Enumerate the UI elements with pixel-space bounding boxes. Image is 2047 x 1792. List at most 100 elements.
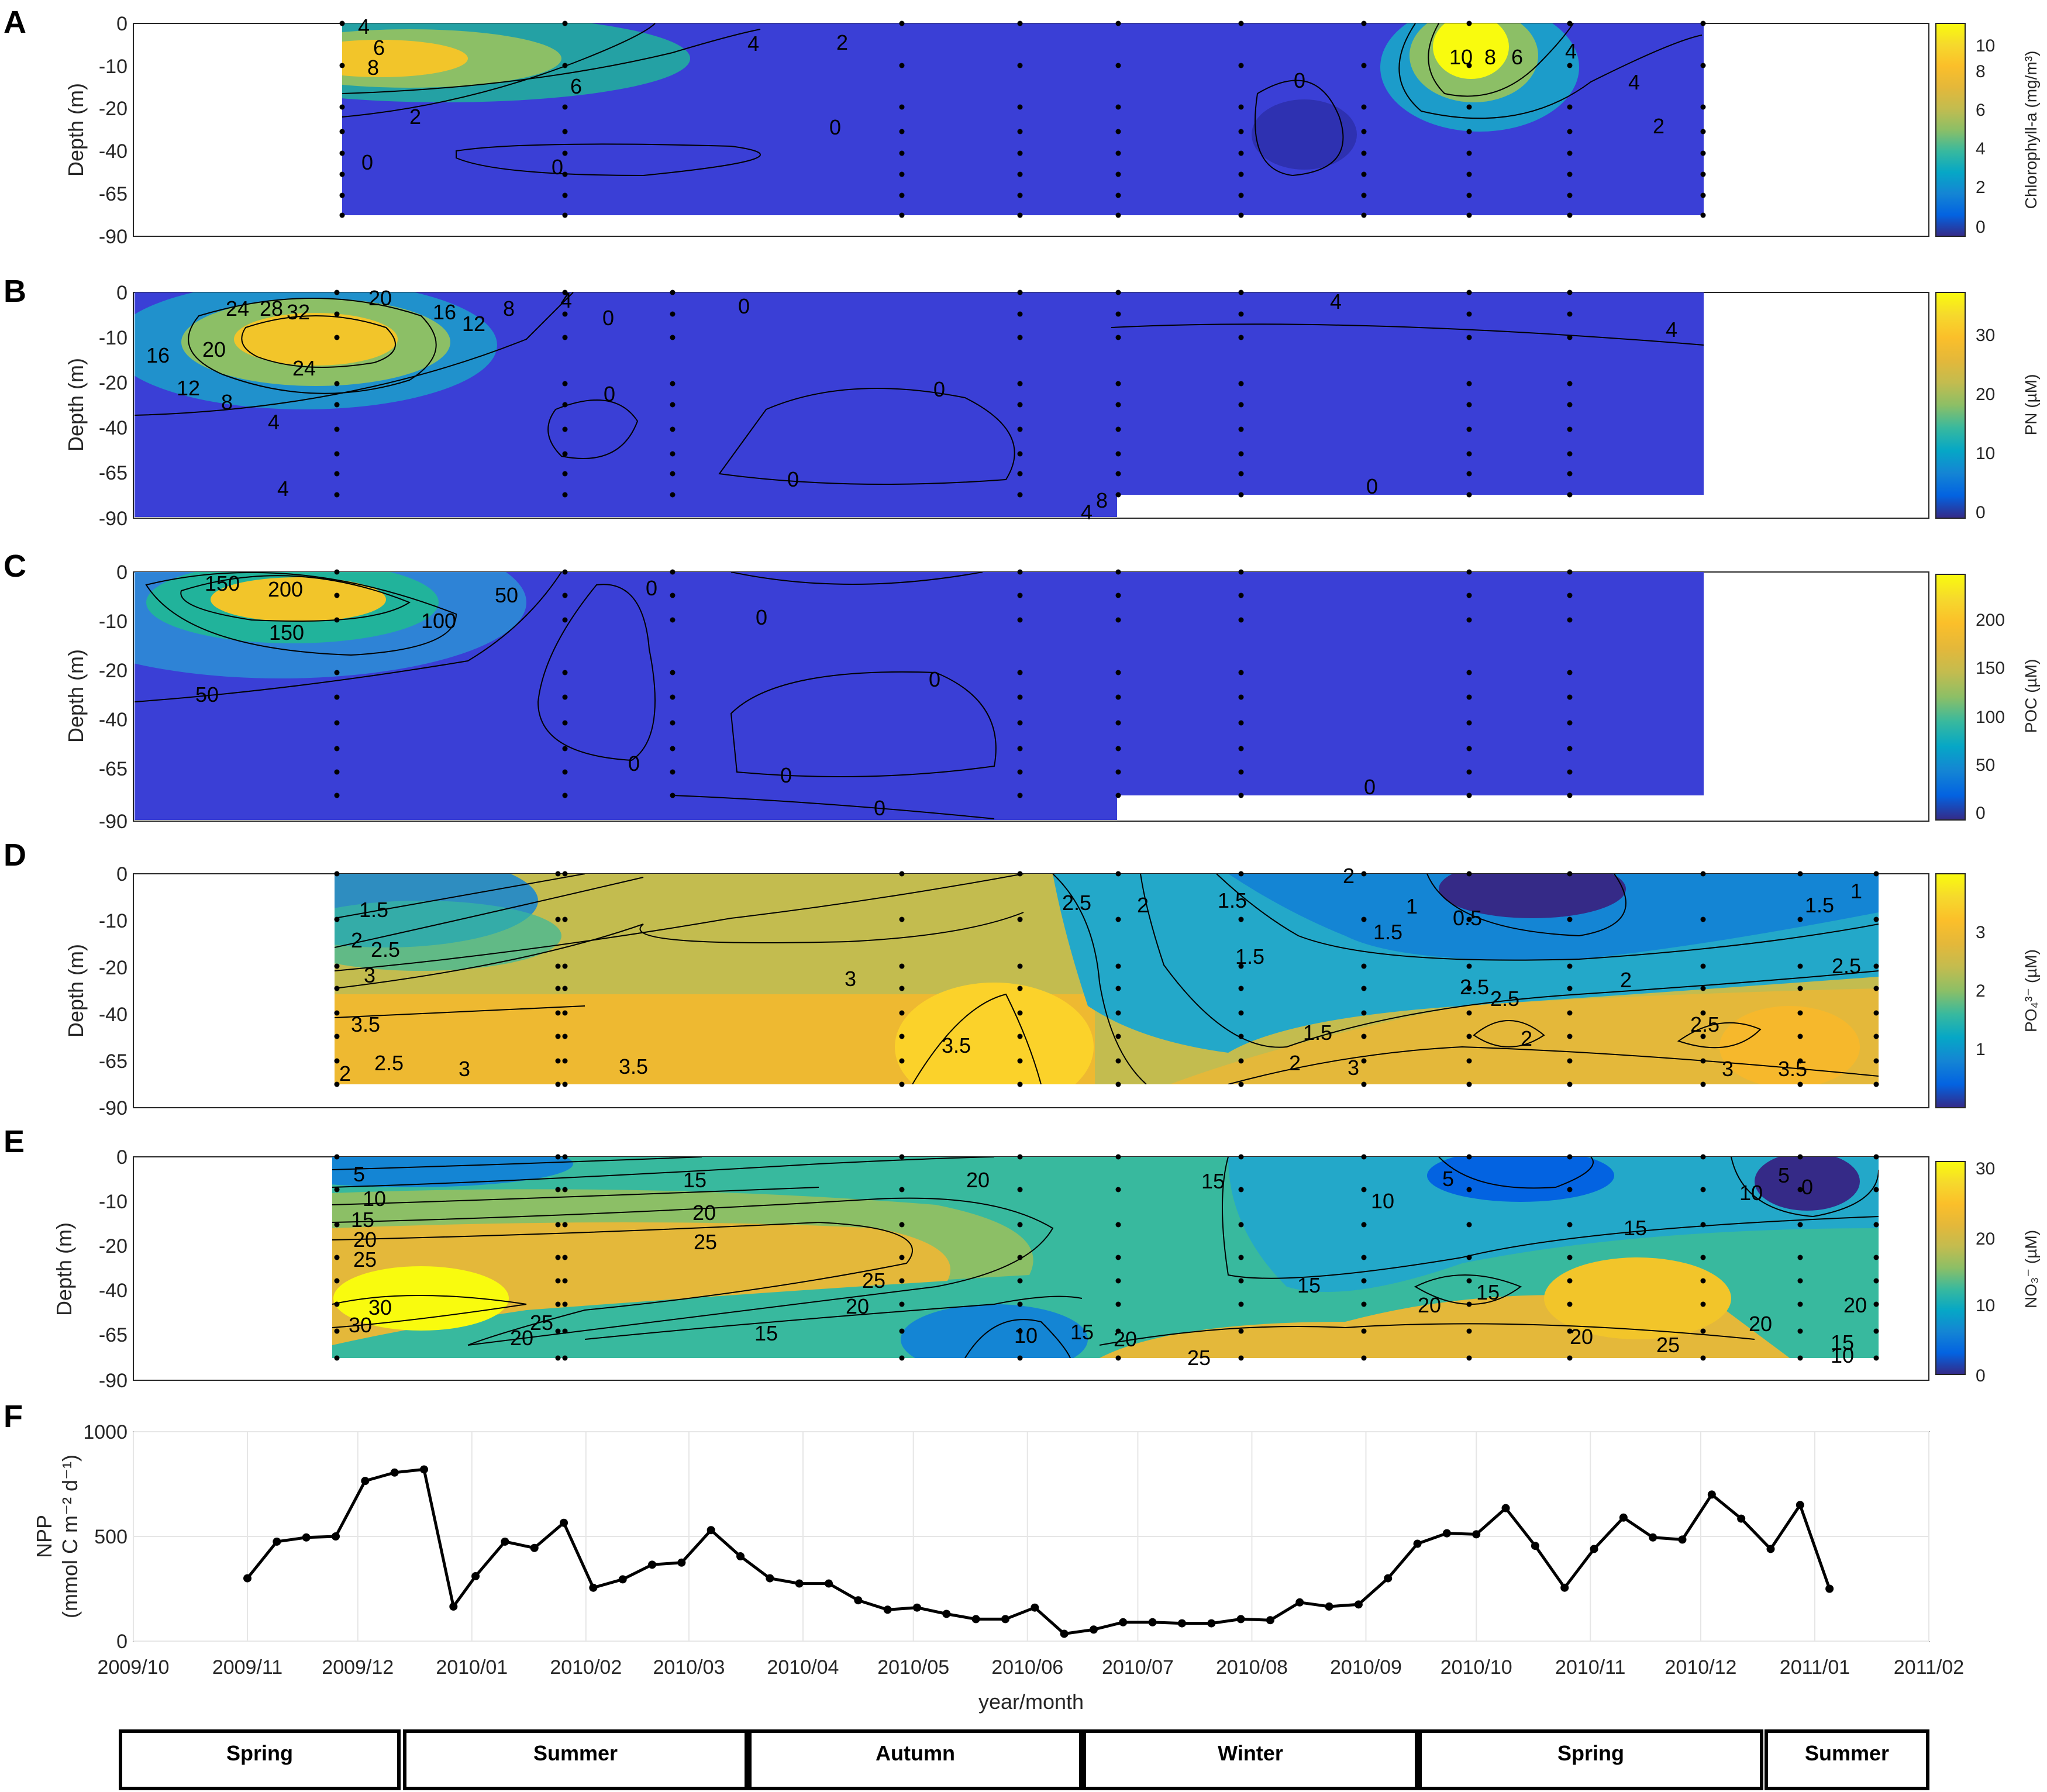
station-dot — [339, 63, 345, 68]
station-dot — [899, 129, 905, 135]
station-dot — [1238, 1058, 1244, 1064]
station-dot — [562, 1355, 568, 1361]
contour-label: 50 — [495, 583, 518, 607]
station-dot — [1361, 963, 1367, 969]
station-dot — [1567, 381, 1573, 387]
station-dot — [1567, 1328, 1573, 1334]
station-dot — [1017, 426, 1023, 432]
station-dot — [339, 171, 345, 177]
station-dot — [1017, 471, 1023, 477]
contour-b-1 — [188, 298, 437, 394]
station-dot — [670, 569, 676, 575]
station-dot — [1567, 1255, 1573, 1260]
station-dot — [555, 1222, 561, 1228]
station-dot — [1466, 402, 1472, 408]
station-dot — [1361, 1010, 1367, 1016]
station-dot — [562, 1222, 568, 1228]
npp-point — [971, 1615, 980, 1624]
contour-label: 4 — [277, 477, 289, 501]
contour-label: 3 — [845, 967, 856, 991]
station-dot — [334, 746, 340, 752]
station-dot — [1567, 1355, 1573, 1361]
contour-label: 16 — [433, 300, 456, 324]
station-dot — [1017, 335, 1023, 340]
y-tick-label: -65 — [99, 183, 127, 205]
station-dot — [1238, 963, 1244, 969]
station-dot — [1797, 916, 1803, 922]
station-dot — [1700, 1328, 1706, 1334]
station-dot — [555, 1255, 561, 1260]
contour-label: 15 — [1831, 1331, 1854, 1355]
colorbar-tick-label: 30 — [1976, 326, 1995, 345]
station-dot — [670, 402, 676, 408]
station-dot — [1700, 1255, 1706, 1260]
contour-e-13 — [1414, 1274, 1522, 1305]
npp-point — [1148, 1618, 1157, 1626]
heatmap-a-low-patch — [1252, 99, 1357, 170]
npp-series-points — [243, 1465, 1834, 1638]
station-dot — [334, 492, 340, 498]
y-tick-label: -40 — [99, 1280, 127, 1302]
station-dot — [899, 1033, 905, 1039]
contour-label: 30 — [349, 1313, 372, 1337]
contour-label: 2 — [1620, 968, 1632, 992]
station-dot — [670, 311, 676, 317]
station-dot — [670, 451, 676, 457]
npp-point — [1413, 1539, 1422, 1548]
station-dot — [1238, 592, 1244, 598]
colorbar-ticks-a: 0 2 4 6 8 10 — [1976, 36, 1995, 237]
station-dot — [334, 985, 340, 991]
contour-label: 25 — [353, 1247, 377, 1271]
colorbar-label-d: PO₄³⁻ (µM) — [2022, 949, 2040, 1032]
station-dot — [555, 1355, 561, 1361]
x-tick-label: 2010/01 — [436, 1656, 508, 1679]
station-dot — [1238, 290, 1244, 295]
contour-label: 0 — [738, 294, 750, 318]
season-box — [1765, 1729, 1929, 1790]
y-tick-label: -40 — [99, 140, 127, 163]
colorbar-tick-label: 6 — [1976, 101, 1986, 120]
sampling-station-dots — [334, 20, 1879, 1361]
station-dot — [1567, 592, 1573, 598]
station-dot — [670, 694, 676, 700]
contour-label: 100 — [421, 609, 456, 633]
station-dot — [899, 212, 905, 218]
station-dot — [1238, 451, 1244, 457]
contour-label: 1.5 — [1218, 888, 1247, 912]
station-dot — [899, 150, 905, 156]
station-dot — [562, 63, 568, 68]
station-dot — [562, 104, 568, 110]
station-dot — [670, 720, 676, 726]
station-dot — [339, 150, 345, 156]
station-dot — [334, 963, 340, 969]
station-dot — [1873, 1010, 1879, 1016]
station-dot — [1700, 1222, 1706, 1228]
contour-label: 2.5 — [1690, 1012, 1719, 1036]
contour-label: 2 — [1343, 864, 1355, 888]
station-dot — [1017, 569, 1023, 575]
station-dot — [1238, 192, 1244, 198]
station-dot — [562, 916, 568, 922]
station-dot — [1567, 471, 1573, 477]
npp-point — [677, 1558, 686, 1567]
station-dot — [1466, 381, 1472, 387]
station-dot — [1700, 1058, 1706, 1064]
station-dot — [334, 311, 340, 317]
npp-point — [530, 1543, 539, 1552]
npp-point — [273, 1537, 281, 1546]
station-dot — [334, 694, 340, 700]
station-dot — [1115, 1058, 1121, 1064]
npp-point — [942, 1610, 951, 1618]
station-dot — [1873, 1328, 1879, 1334]
station-dot — [1361, 212, 1367, 218]
station-dot — [1873, 1255, 1879, 1260]
station-dot — [1017, 212, 1023, 218]
colorbar-tick-label: 200 — [1976, 611, 2005, 630]
station-dot — [1466, 871, 1472, 877]
station-dot — [1466, 569, 1472, 575]
contour-d-7 — [1052, 874, 1147, 1084]
contour-labels-c: 150 200 150 100 50 50 0 0 0 0 0 0 0 — [195, 571, 1376, 820]
station-dot — [1115, 335, 1121, 340]
contour-label: 10 — [1831, 1343, 1854, 1367]
station-dot — [334, 1255, 340, 1260]
